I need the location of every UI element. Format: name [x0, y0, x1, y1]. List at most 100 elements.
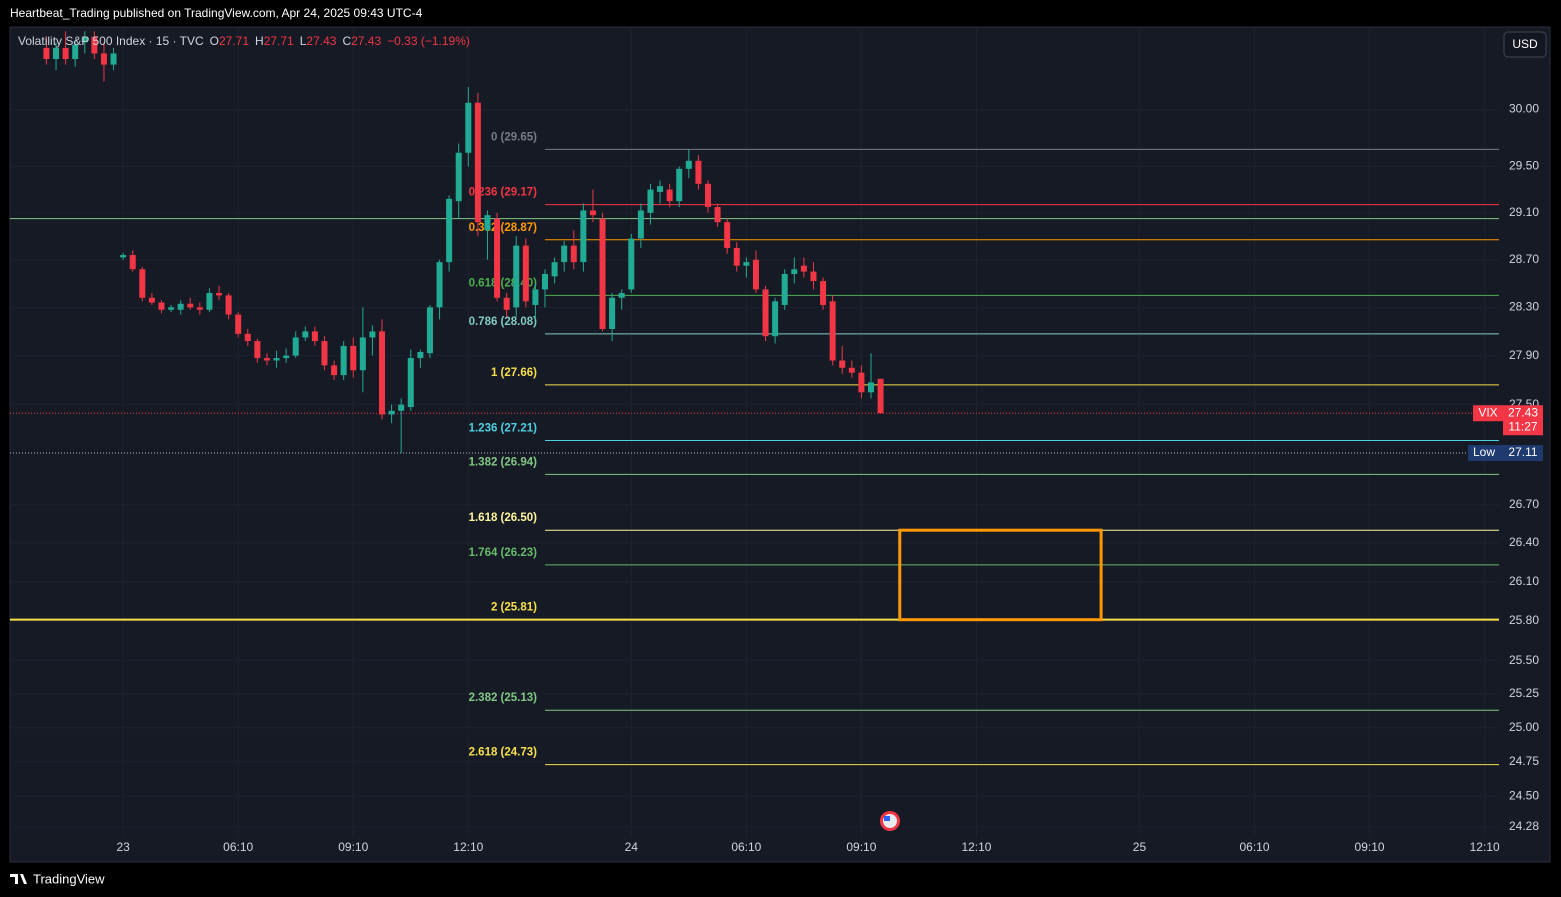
candle-body — [829, 301, 836, 361]
candle-body — [733, 247, 740, 266]
last-price-tag — [1503, 405, 1543, 436]
x-tick-label: 12:10 — [1470, 840, 1500, 854]
candle-body — [589, 210, 596, 216]
x-tick-label: 06:10 — [731, 840, 761, 854]
candle-body — [513, 245, 520, 308]
candle-body — [657, 186, 664, 192]
candle-body — [618, 293, 625, 298]
logo-mark — [10, 874, 27, 884]
x-tick-label: 25 — [1133, 840, 1147, 854]
y-tick-label: 25.25 — [1509, 686, 1539, 700]
candle-body — [426, 307, 433, 354]
low-tag — [1468, 445, 1543, 462]
candle-body — [369, 331, 376, 338]
change: −0.33 (−1.19%) — [387, 34, 470, 48]
symbol-name: Volatility S&P 500 Index · 15 · TVC — [18, 34, 204, 48]
candle-body — [743, 262, 750, 266]
candle-body — [436, 262, 443, 308]
candle-body — [273, 358, 280, 361]
candle-body — [542, 273, 549, 290]
candle-body — [522, 245, 529, 302]
candle-body — [647, 189, 654, 213]
publish-header: Heartbeat_Trading published on TradingVi… — [10, 6, 423, 20]
candle-body — [628, 238, 635, 290]
candle-body — [148, 297, 155, 303]
candle-body — [599, 218, 606, 329]
candle-body — [820, 281, 827, 305]
y-tick-label: 26.70 — [1509, 497, 1539, 511]
currency-button[interactable] — [1503, 31, 1547, 58]
candle-body — [398, 404, 405, 411]
candle-body — [263, 358, 270, 361]
candle-body — [91, 36, 98, 54]
candle-body — [676, 168, 683, 202]
candle-body — [350, 345, 357, 371]
candle-body — [551, 262, 558, 277]
candle-body — [292, 337, 299, 356]
candle-body — [283, 355, 290, 359]
fib-level-label: 0 (29.65) — [491, 131, 537, 143]
candle-body — [187, 303, 194, 308]
candle-body — [139, 269, 146, 298]
candle-body — [331, 365, 338, 376]
fib-level-label: 0.618 (28.40) — [469, 277, 538, 289]
candle-body — [791, 269, 798, 274]
close-value: 27.43 — [351, 34, 381, 48]
fib-level-label: 1.382 (26.94) — [469, 456, 538, 468]
y-tick-label: 30.00 — [1509, 102, 1539, 116]
candle-body — [177, 303, 184, 310]
candle-body — [570, 245, 577, 263]
candle-body — [254, 341, 261, 359]
candle-body — [407, 358, 414, 408]
candle-body — [503, 297, 510, 310]
candle-body — [53, 47, 60, 60]
candle-body — [494, 218, 501, 298]
candle-body — [196, 307, 203, 310]
legend: Volatility S&P 500 Index · 15 · TVC O27.7… — [18, 34, 470, 48]
last-tag-name: VIX — [1478, 405, 1497, 419]
y-tick-label: 24.75 — [1509, 754, 1539, 768]
candle-body — [417, 351, 424, 359]
candle-body — [62, 47, 69, 60]
event-flag[interactable] — [880, 811, 900, 831]
candle-body — [484, 215, 491, 231]
y-tick-label: 26.10 — [1509, 574, 1539, 588]
y-tick-label: 29.10 — [1509, 205, 1539, 219]
candle-body — [100, 53, 107, 65]
candle-body — [695, 160, 702, 184]
candle-body — [666, 189, 673, 202]
close-label: C — [342, 34, 351, 48]
currency-label[interactable]: USD — [1512, 37, 1538, 51]
candle-body — [81, 36, 88, 43]
candle-body — [168, 307, 175, 310]
x-tick-label: 09:10 — [846, 840, 876, 854]
fib-level-label: 0.786 (28.08) — [469, 316, 538, 328]
candle-body — [206, 293, 213, 310]
candle-body — [311, 331, 318, 342]
high-value: 27.71 — [264, 34, 294, 48]
y-tick-label: 25.50 — [1509, 653, 1539, 667]
candle-body — [455, 152, 462, 202]
footer-brand: TradingView — [33, 871, 105, 886]
last-price-tag — [1473, 405, 1503, 422]
candle-body — [216, 293, 223, 296]
countdown: 11:27 — [1508, 419, 1537, 433]
candle-body — [359, 337, 366, 371]
fib-level-label: 1 (27.66) — [491, 367, 537, 379]
candle-body — [244, 333, 251, 342]
y-tick-label: 28.30 — [1509, 300, 1539, 314]
y-tick-label: 24.50 — [1509, 788, 1539, 802]
candle-body — [762, 289, 769, 337]
candle-body — [465, 102, 472, 153]
low-value: 27.43 — [306, 34, 336, 48]
candle-body — [379, 331, 386, 415]
y-tick-label: 29.50 — [1509, 159, 1539, 173]
candle-body — [580, 210, 587, 263]
y-tick-label: 24.28 — [1509, 819, 1539, 833]
candle-body — [532, 289, 539, 305]
open-value: 27.71 — [219, 34, 249, 48]
x-tick-label: 24 — [625, 840, 639, 854]
fib-level-label: 0.382 (28.87) — [469, 222, 538, 234]
candle-body — [877, 378, 884, 414]
y-tick-label: 25.80 — [1509, 613, 1539, 627]
